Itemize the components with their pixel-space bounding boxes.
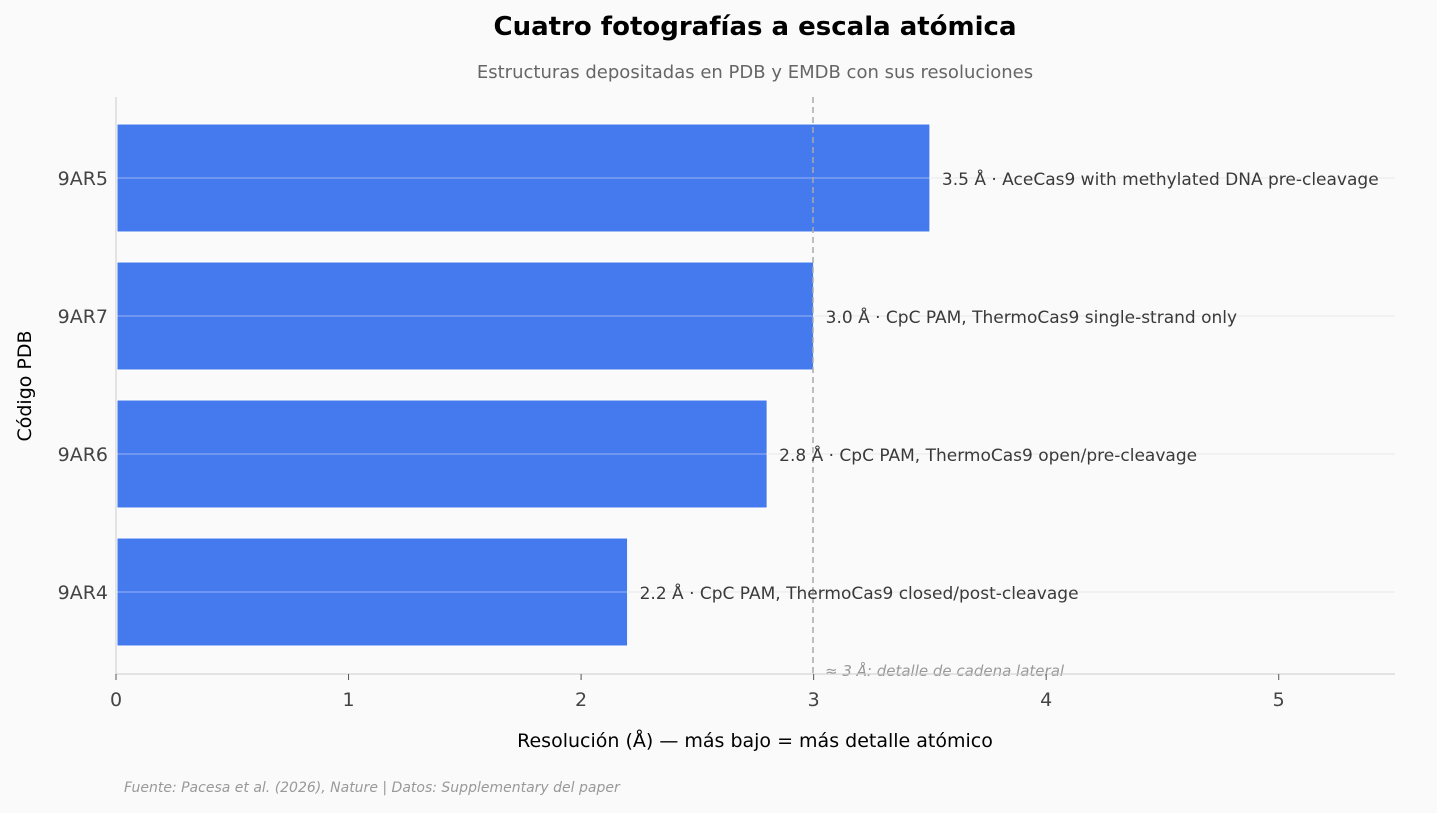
y-tick-label: 9AR5 — [58, 168, 108, 190]
x-tick-label: 4 — [1040, 689, 1052, 711]
y-tick-labels: 9AR5 9AR7 9AR6 9AR4 — [58, 168, 108, 604]
y-tick-label: 9AR7 — [58, 306, 108, 328]
bar-value-label: 2.2 Å · CpC PAM, ThermoCas9 closed/post-… — [640, 582, 1079, 604]
bar-9ar7 — [116, 261, 815, 371]
gridlines — [116, 177, 1395, 593]
bar-9ar4 — [116, 537, 629, 647]
bar-value-labels: 3.5 Å · AceCas9 with methylated DNA pre-… — [640, 168, 1379, 604]
x-tick-label: 5 — [1273, 689, 1285, 711]
reference-annotation: ≈ 3 Å: detalle de cadena lateral — [825, 661, 1065, 680]
bar-value-label: 3.5 Å · AceCas9 with methylated DNA pre-… — [942, 168, 1379, 190]
y-tick-label: 9AR4 — [58, 582, 108, 604]
x-axis-label: Resolución (Å) — más bajo = más detalle … — [517, 729, 993, 752]
bar-9ar5 — [116, 123, 931, 233]
bars — [116, 123, 931, 647]
chart-subtitle: Estructuras depositadas en PDB y EMDB co… — [476, 62, 1034, 83]
bar-9ar6 — [116, 399, 768, 509]
x-tick-label: 3 — [808, 689, 820, 711]
bar-value-label: 2.8 Å · CpC PAM, ThermoCas9 open/pre-cle… — [779, 444, 1197, 466]
x-tick-label: 2 — [575, 689, 587, 711]
y-tick-label: 9AR6 — [58, 444, 108, 466]
source-note: Fuente: Pacesa et al. (2026), Nature | D… — [124, 780, 620, 796]
bar-value-label: 3.0 Å · CpC PAM, ThermoCas9 single-stran… — [826, 306, 1237, 328]
y-axis-label: Código PDB — [14, 330, 36, 441]
x-tick-label: 0 — [110, 689, 122, 711]
x-tick-label: 1 — [342, 689, 354, 711]
chart-title: Cuatro fotografías a escala atómica — [493, 12, 1017, 42]
x-ticks: 0 1 2 3 4 5 — [110, 674, 1285, 711]
